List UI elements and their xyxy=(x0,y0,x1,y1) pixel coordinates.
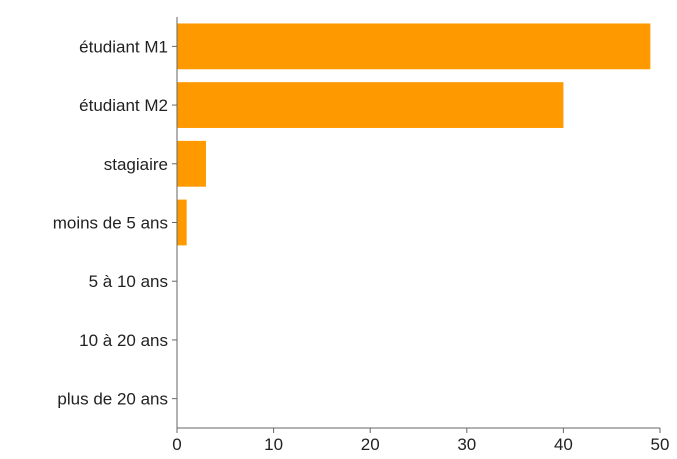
bar-1 xyxy=(177,82,564,128)
x-tick-label: 50 xyxy=(651,435,670,454)
x-tick-label: 0 xyxy=(172,435,181,454)
category-label: étudiant M1 xyxy=(79,37,168,56)
category-label: stagiaire xyxy=(104,155,168,174)
x-tick-label: 20 xyxy=(361,435,380,454)
x-tick-label: 30 xyxy=(457,435,476,454)
x-tick-label: 10 xyxy=(264,435,283,454)
category-label: 5 à 10 ans xyxy=(89,272,168,291)
x-ticks: 0 10 20 30 40 50 xyxy=(172,428,669,454)
category-label: plus de 20 ans xyxy=(57,390,168,409)
bar-3 xyxy=(177,199,187,246)
category-label: 10 à 20 ans xyxy=(79,331,168,350)
category-labels: étudiant M1 étudiant M2 stagiaire moins de … xyxy=(53,37,177,409)
category-label: étudiant M2 xyxy=(79,96,168,115)
bar-2 xyxy=(177,140,206,187)
category-label: moins de 5 ans xyxy=(53,214,168,233)
axes-group xyxy=(176,17,660,429)
bars-group xyxy=(177,23,651,246)
x-tick-label: 40 xyxy=(554,435,573,454)
bar-0 xyxy=(177,23,651,70)
